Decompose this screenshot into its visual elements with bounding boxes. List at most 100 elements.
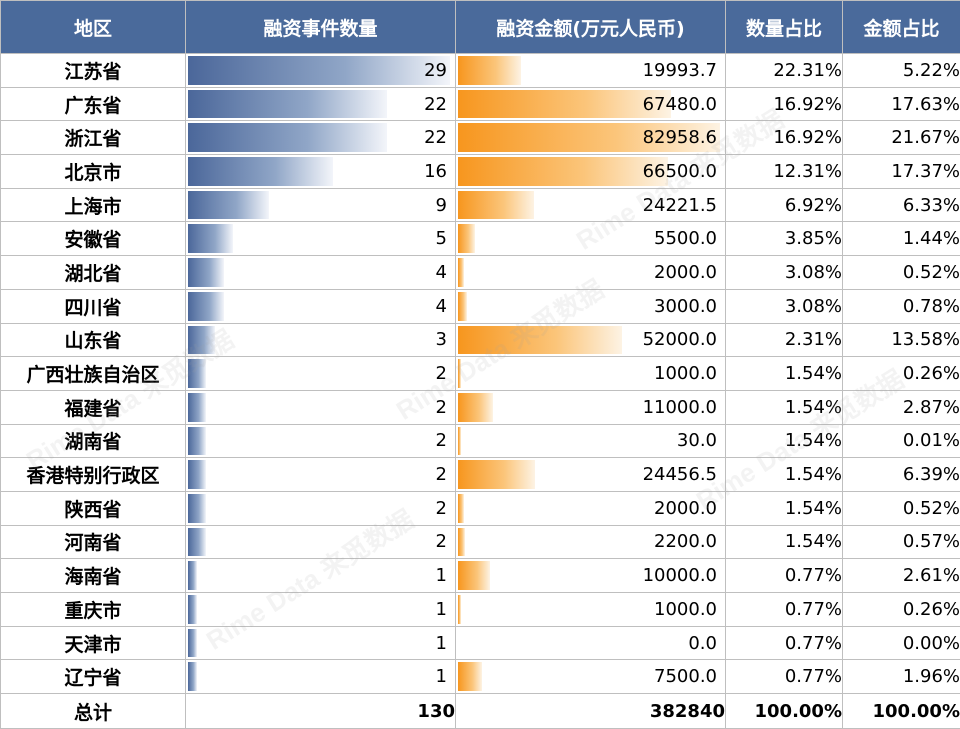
count-share-cell: 0.77% [726,660,843,694]
count-cell: 2 [186,458,456,492]
count-value: 1 [436,660,447,693]
amount-value: 5500.0 [654,222,717,255]
count-data-bar [188,157,333,186]
count-share-cell: 22.31% [726,54,843,88]
amount-share-cell: 0.26% [843,593,960,627]
amount-value: 7500.0 [654,660,717,693]
amount-cell: 2000.0 [456,256,726,290]
amount-cell: 24221.5 [456,188,726,222]
region-cell: 北京市 [1,155,186,189]
amount-cell: 2200.0 [456,525,726,559]
region-cell: 山东省 [1,323,186,357]
region-cell: 上海市 [1,188,186,222]
amount-cell: 82958.6 [456,121,726,155]
amount-cell: 24456.5 [456,458,726,492]
count-share-cell: 1.54% [726,458,843,492]
amount-share-cell: 21.67% [843,121,960,155]
count-value: 29 [424,54,447,87]
region-cell: 天津市 [1,626,186,660]
count-data-bar [188,191,269,220]
count-share-cell: 3.08% [726,289,843,323]
amount-cell: 10000.0 [456,559,726,593]
count-value: 9 [436,189,447,222]
count-cell: 4 [186,256,456,290]
amount-share-cell: 17.63% [843,87,960,121]
amount-value: 2200.0 [654,526,717,559]
count-data-bar [188,494,206,523]
region-cell: 浙江省 [1,121,186,155]
count-value: 3 [436,324,447,357]
amount-value: 3000.0 [654,290,717,323]
count-cell: 2 [186,491,456,525]
count-data-bar [188,224,233,253]
count-share-cell: 1.54% [726,357,843,391]
count-value: 22 [424,88,447,121]
amount-data-bar [458,460,535,489]
amount-cell: 30.0 [456,424,726,458]
count-value: 2 [436,492,447,525]
region-cell: 江苏省 [1,54,186,88]
amount-data-bar [458,224,475,253]
total-count-share: 100.00% [726,694,843,729]
count-data-bar [188,528,206,557]
header-amount[interactable]: 融资金额(万元人民币) [456,1,726,54]
amount-value: 2000.0 [654,492,717,525]
amount-cell: 1000.0 [456,357,726,391]
header-count-share[interactable]: 数量占比 [726,1,843,54]
amount-share-cell: 1.96% [843,660,960,694]
amount-share-cell: 1.44% [843,222,960,256]
amount-share-cell: 0.52% [843,491,960,525]
count-value: 2 [436,425,447,458]
count-data-bar [188,629,197,658]
amount-data-bar [458,191,534,220]
count-value: 2 [436,391,447,424]
amount-data-bar [458,326,622,355]
count-share-cell: 3.08% [726,256,843,290]
amount-data-bar [458,393,493,422]
header-count[interactable]: 融资事件数量 [186,1,456,54]
amount-cell: 66500.0 [456,155,726,189]
region-cell: 湖北省 [1,256,186,290]
count-data-bar [188,56,450,85]
count-share-cell: 1.54% [726,491,843,525]
count-cell: 1 [186,626,456,660]
count-cell: 2 [186,525,456,559]
header-region[interactable]: 地区 [1,1,186,54]
count-data-bar [188,561,197,590]
amount-cell: 1000.0 [456,593,726,627]
region-cell: 辽宁省 [1,660,186,694]
amount-share-cell: 6.33% [843,188,960,222]
count-data-bar [188,292,224,321]
amount-data-bar [458,595,461,624]
amount-value: 11000.0 [643,391,717,424]
amount-data-bar [458,561,490,590]
amount-data-bar [458,359,461,388]
count-share-cell: 6.92% [726,188,843,222]
amount-cell: 2000.0 [456,491,726,525]
amount-cell: 19993.7 [456,54,726,88]
total-amount: 382840 [456,694,726,729]
count-share-cell: 2.31% [726,323,843,357]
region-cell: 重庆市 [1,593,186,627]
amount-cell: 52000.0 [456,323,726,357]
amount-share-cell: 0.52% [843,256,960,290]
count-cell: 3 [186,323,456,357]
region-cell: 香港特别行政区 [1,458,186,492]
count-share-cell: 0.77% [726,593,843,627]
count-share-cell: 1.54% [726,525,843,559]
region-cell: 湖南省 [1,424,186,458]
count-cell: 29 [186,54,456,88]
header-amount-share[interactable]: 金额占比 [843,1,960,54]
region-cell: 海南省 [1,559,186,593]
count-share-cell: 16.92% [726,87,843,121]
